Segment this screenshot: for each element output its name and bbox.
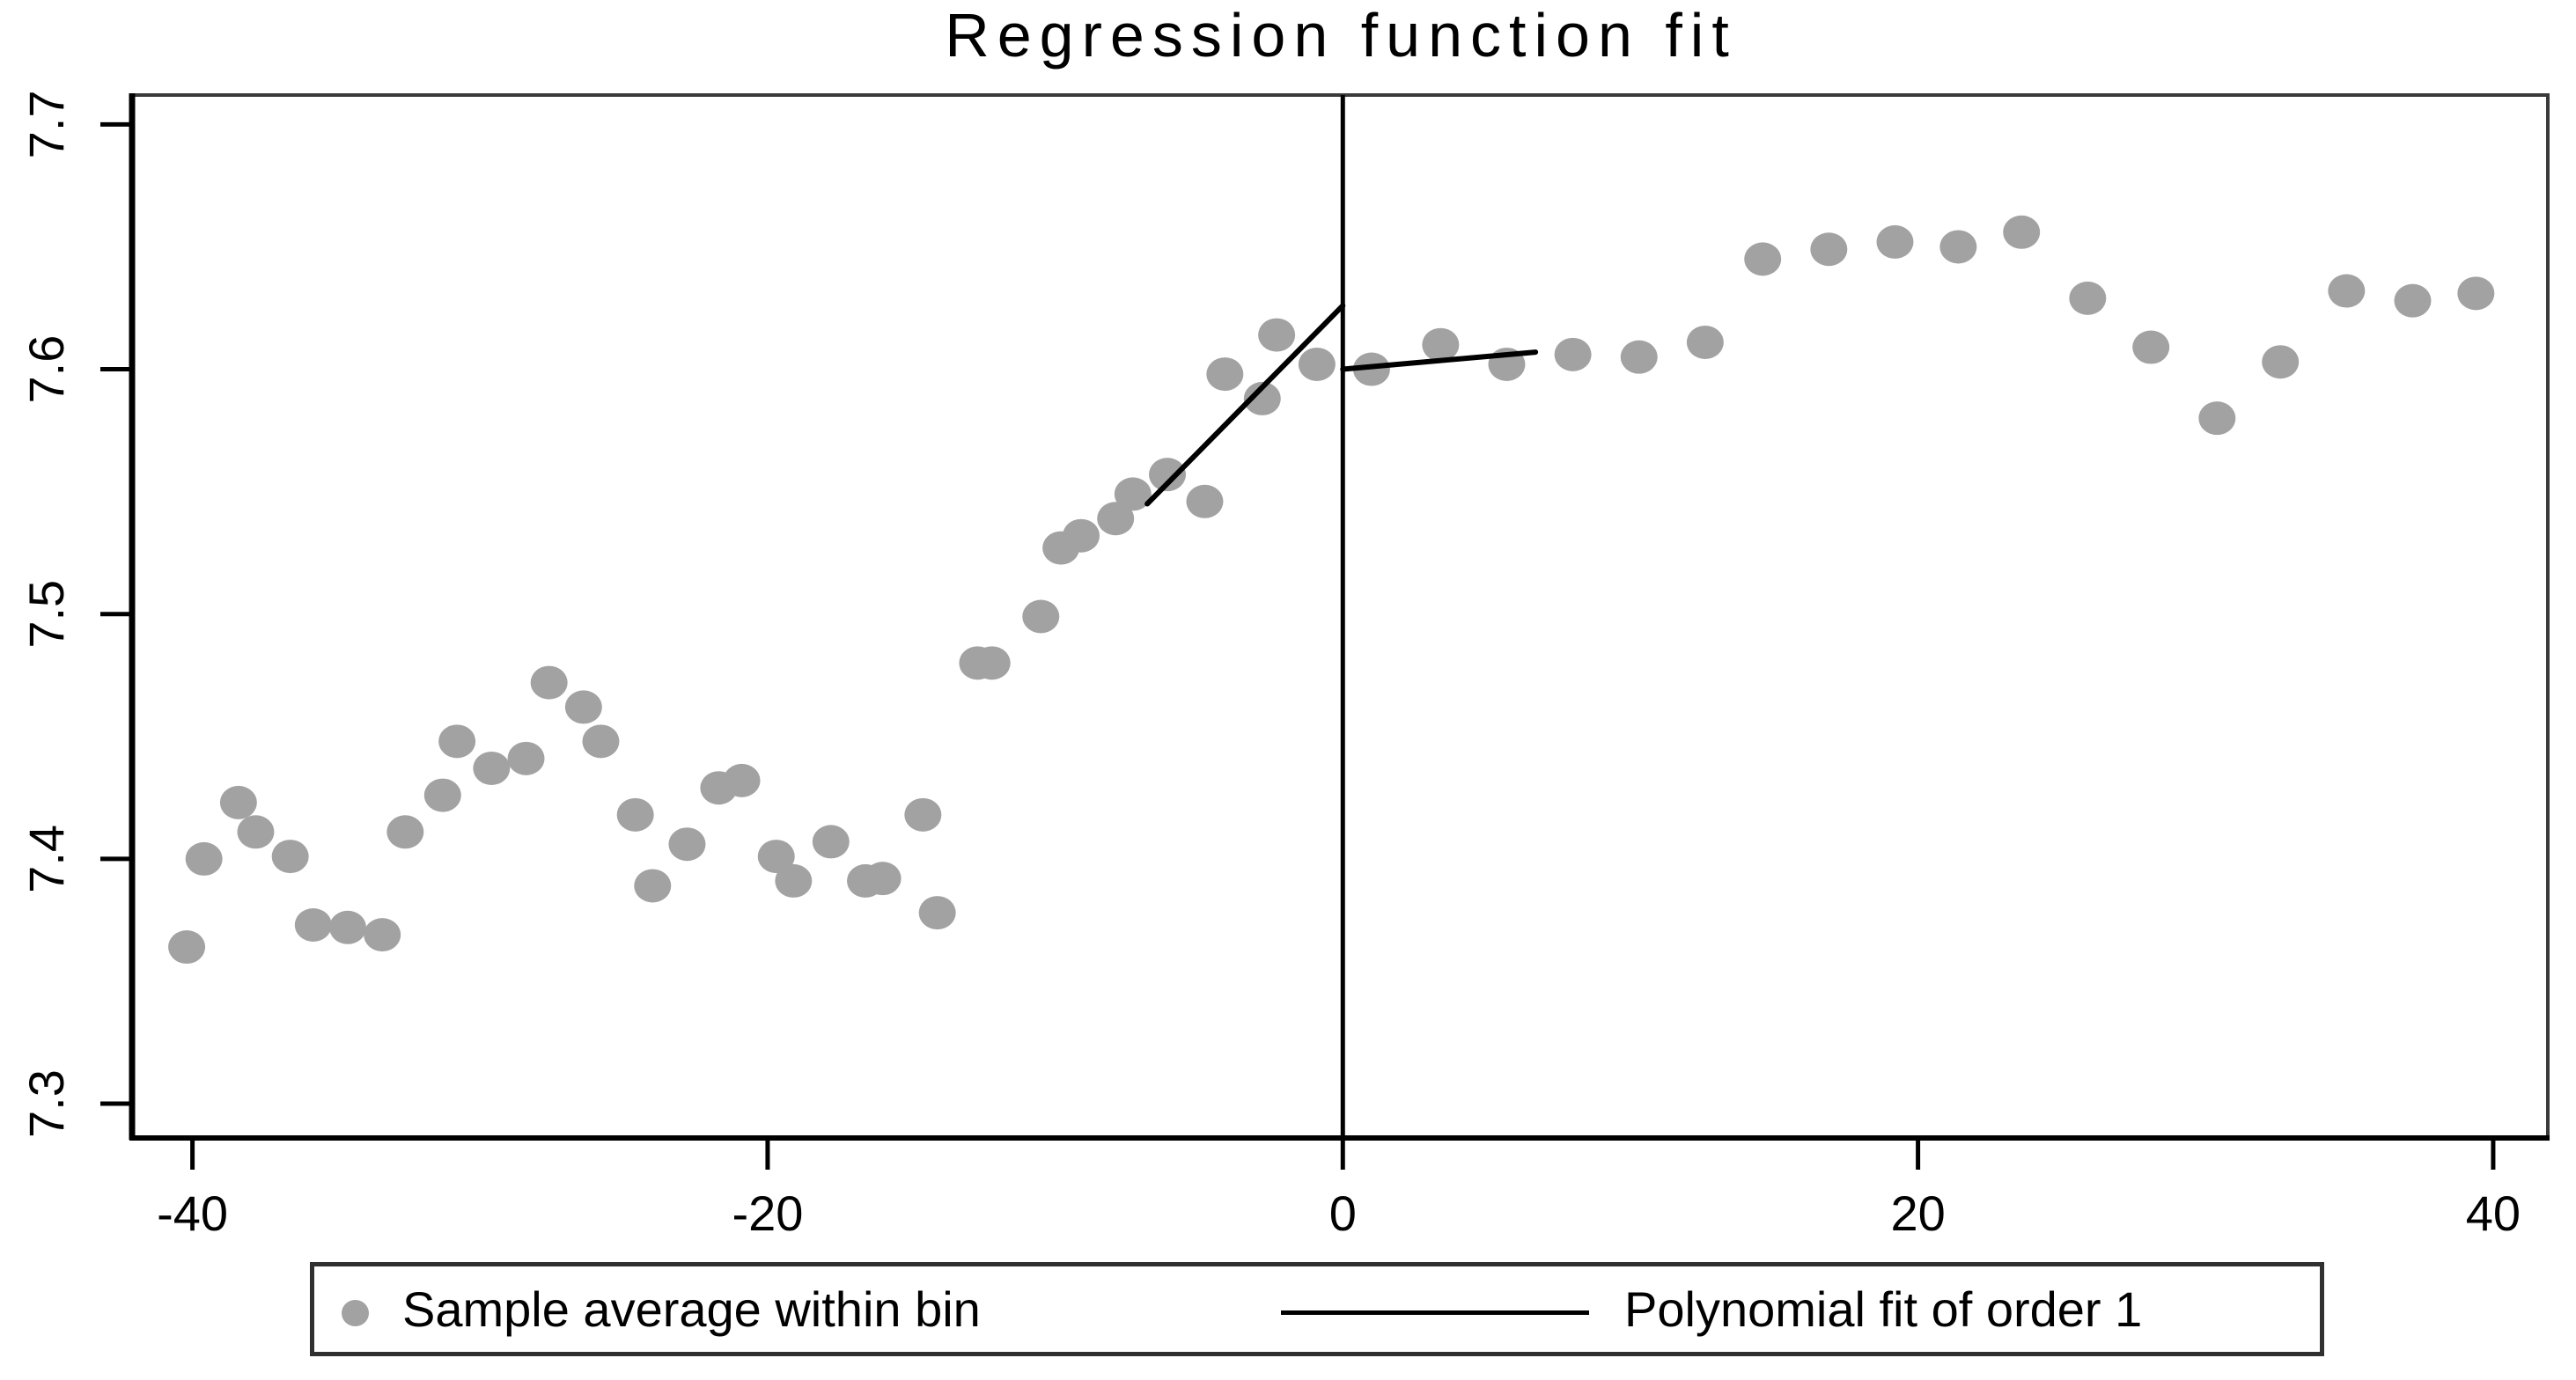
y-tick-label: 7.7 bbox=[18, 90, 74, 158]
scatter-point bbox=[1554, 337, 1592, 371]
scatter-point bbox=[1686, 325, 1724, 359]
scatter-point bbox=[1422, 327, 1460, 362]
scatter-point bbox=[1097, 502, 1135, 536]
scatter-point bbox=[634, 869, 672, 903]
scatter-point bbox=[386, 815, 424, 849]
scatter-point bbox=[530, 665, 568, 700]
y-tick-label: 7.3 bbox=[18, 1069, 74, 1138]
scatter-point bbox=[1186, 484, 1224, 518]
y-tick-label: 7.4 bbox=[18, 825, 74, 893]
scatter-point bbox=[237, 815, 275, 849]
x-tick-label: 40 bbox=[2466, 1185, 2521, 1241]
scatter-point bbox=[564, 690, 602, 724]
scatter-point bbox=[1939, 230, 1977, 264]
scatter-point bbox=[1206, 357, 1244, 392]
polynomial-fit-lines bbox=[1144, 303, 1539, 507]
x-tick-label: 20 bbox=[1890, 1185, 1945, 1241]
x-tick-label: -20 bbox=[732, 1185, 803, 1241]
legend-label-polynomial-fit: Polynomial fit of order 1 bbox=[1624, 1281, 2143, 1337]
scatter-point bbox=[1298, 347, 1336, 381]
scatter-point bbox=[775, 863, 813, 898]
x-tick-label: 0 bbox=[1329, 1185, 1357, 1241]
scatter-point bbox=[668, 827, 706, 862]
legend-line-sample-icon bbox=[1281, 1310, 1589, 1315]
scatter-point bbox=[507, 741, 545, 775]
scatter-point bbox=[582, 724, 620, 759]
fit-line-segment bbox=[1340, 349, 1539, 372]
scatter-point bbox=[1114, 477, 1152, 511]
scatter-point bbox=[219, 785, 257, 819]
legend-marker-dot-icon bbox=[342, 1300, 369, 1326]
scatter-point bbox=[1258, 318, 1296, 352]
x-tick-label: -40 bbox=[157, 1185, 228, 1241]
scatter-point bbox=[1149, 458, 1186, 492]
scatter-point bbox=[2262, 345, 2300, 379]
scatter-point bbox=[2069, 281, 2107, 315]
legend-label-sample-average: Sample average within bin bbox=[402, 1281, 981, 1337]
scatter-point bbox=[2003, 215, 2041, 249]
y-tick-label: 7.5 bbox=[18, 580, 74, 649]
scatter-point bbox=[294, 907, 332, 942]
y-tick-label: 7.6 bbox=[18, 335, 74, 404]
scatter-point bbox=[1744, 242, 1782, 276]
fit-line-segment bbox=[1144, 303, 1346, 507]
scatter-point bbox=[2198, 401, 2236, 436]
scatter-point bbox=[438, 724, 476, 759]
scatter-point bbox=[168, 930, 206, 965]
chart-title: Regression function fit bbox=[945, 1, 1737, 70]
scatter-point bbox=[2132, 330, 2170, 364]
legend: Sample average within bin Polynomial fit… bbox=[310, 1262, 2324, 1356]
scatter-point bbox=[1022, 599, 1060, 634]
scatter-point bbox=[904, 797, 942, 832]
scatter-point bbox=[1810, 232, 1848, 267]
plot-frame bbox=[129, 93, 2550, 1141]
scatter-point bbox=[473, 751, 511, 785]
axis-ticks bbox=[100, 121, 2496, 1170]
scatter-point bbox=[616, 797, 654, 832]
scatter-point bbox=[1063, 518, 1100, 553]
scatter-point bbox=[271, 840, 309, 874]
scatter-point bbox=[2457, 276, 2495, 311]
scatter-point bbox=[757, 840, 795, 874]
scatter-point bbox=[918, 896, 956, 930]
scatter-point bbox=[864, 862, 902, 896]
scatter-point bbox=[1876, 224, 1914, 259]
scatter-point bbox=[2328, 274, 2366, 308]
axis-tick-labels: -40 -20 0 20 40 7.3 7.4 7.5 7.6 7.7 bbox=[18, 90, 2521, 1241]
scatter-point bbox=[2394, 283, 2432, 318]
scatter-point bbox=[1620, 340, 1658, 374]
scatter-point bbox=[973, 646, 1011, 680]
scatter-point bbox=[329, 910, 366, 944]
scatter-point bbox=[423, 778, 461, 812]
scatter-point bbox=[812, 825, 850, 859]
scatter-point bbox=[364, 918, 401, 952]
scatter-points bbox=[168, 215, 2495, 965]
scatter-point bbox=[723, 763, 761, 797]
scatter-point bbox=[1243, 381, 1281, 415]
scatter-point bbox=[185, 841, 223, 876]
